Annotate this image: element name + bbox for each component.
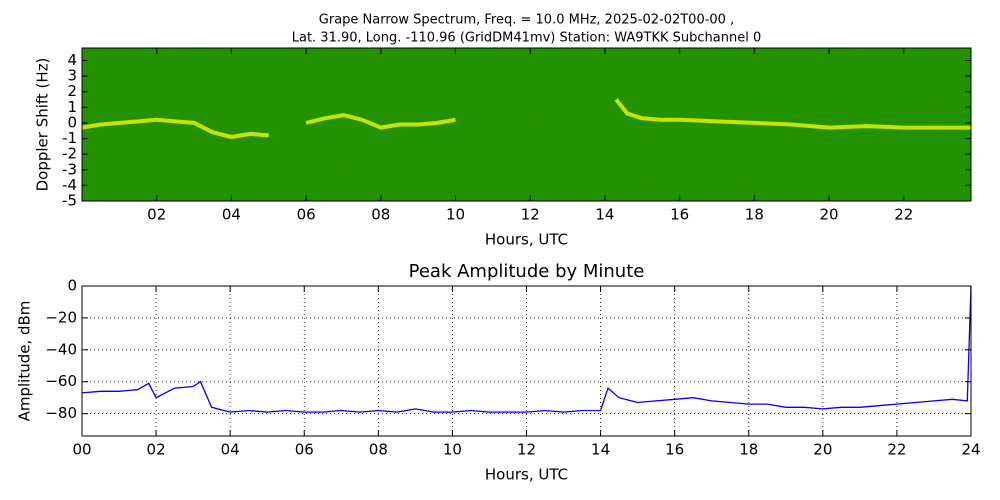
x-tick-label: 14 bbox=[591, 441, 610, 459]
y-tick-label: -1 bbox=[62, 129, 77, 147]
y-tick-label: −80 bbox=[45, 404, 77, 422]
x-tick-label: 20 bbox=[813, 441, 832, 459]
y-tick-label: 2 bbox=[67, 82, 77, 100]
x-tick-label: 18 bbox=[739, 441, 758, 459]
x-tick-label: 12 bbox=[517, 441, 536, 459]
x-tick-label: 20 bbox=[820, 206, 839, 224]
amplitude-line bbox=[81, 285, 972, 413]
x-tick-label: 16 bbox=[665, 441, 684, 459]
plot-frame bbox=[81, 47, 972, 202]
chart-title: Peak Amplitude by Minute bbox=[409, 261, 645, 282]
y-tick-label: -4 bbox=[62, 176, 77, 194]
y-tick-label: −60 bbox=[45, 372, 77, 390]
x-tick-label: 12 bbox=[521, 206, 540, 224]
y-axis-label: Amplitude, dBm bbox=[16, 301, 34, 422]
x-tick-label: 08 bbox=[369, 441, 388, 459]
x-tick-label: 16 bbox=[670, 206, 689, 224]
x-tick-label: 14 bbox=[595, 206, 614, 224]
x-axis-label: Hours, UTC bbox=[485, 231, 568, 249]
x-tick-label: 24 bbox=[961, 441, 980, 459]
y-tick-label: 0 bbox=[67, 277, 77, 295]
x-tick-label: 22 bbox=[887, 441, 906, 459]
y-tick-label: −20 bbox=[45, 308, 77, 326]
chart-title: Grape Narrow Spectrum, Freq. = 10.0 MHz,… bbox=[319, 13, 734, 28]
x-tick-label: 06 bbox=[297, 206, 316, 224]
x-tick-label: 10 bbox=[443, 441, 462, 459]
x-tick-label: 04 bbox=[222, 206, 241, 224]
y-tick-label: 1 bbox=[67, 98, 77, 116]
x-tick-label: 02 bbox=[147, 441, 166, 459]
y-axis-label: Doppler Shift (Hz) bbox=[34, 58, 52, 192]
x-tick-label: 04 bbox=[221, 441, 240, 459]
y-tick-label: −40 bbox=[45, 340, 77, 358]
x-tick-label: 02 bbox=[147, 206, 166, 224]
signal-trace bbox=[81, 98, 971, 139]
y-tick-label: 0 bbox=[67, 113, 77, 131]
y-tick-label: -5 bbox=[62, 192, 77, 210]
chart-subtitle: Lat. 31.90, Long. -110.96 (GridDM41mv) S… bbox=[292, 31, 762, 46]
y-tick-label: -2 bbox=[62, 145, 77, 163]
x-tick-label: 22 bbox=[894, 206, 913, 224]
x-tick-label: 00 bbox=[72, 441, 91, 459]
y-tick-label: -3 bbox=[62, 160, 77, 178]
spectrogram-noise bbox=[82, 48, 971, 201]
x-tick-label: 18 bbox=[745, 206, 764, 224]
y-tick-label: 4 bbox=[67, 51, 77, 69]
x-tick-label: 08 bbox=[371, 206, 390, 224]
x-tick-label: 06 bbox=[295, 441, 314, 459]
x-axis-label: Hours, UTC bbox=[485, 466, 568, 484]
x-tick-label: 10 bbox=[446, 206, 465, 224]
y-tick-label: 3 bbox=[67, 67, 77, 85]
